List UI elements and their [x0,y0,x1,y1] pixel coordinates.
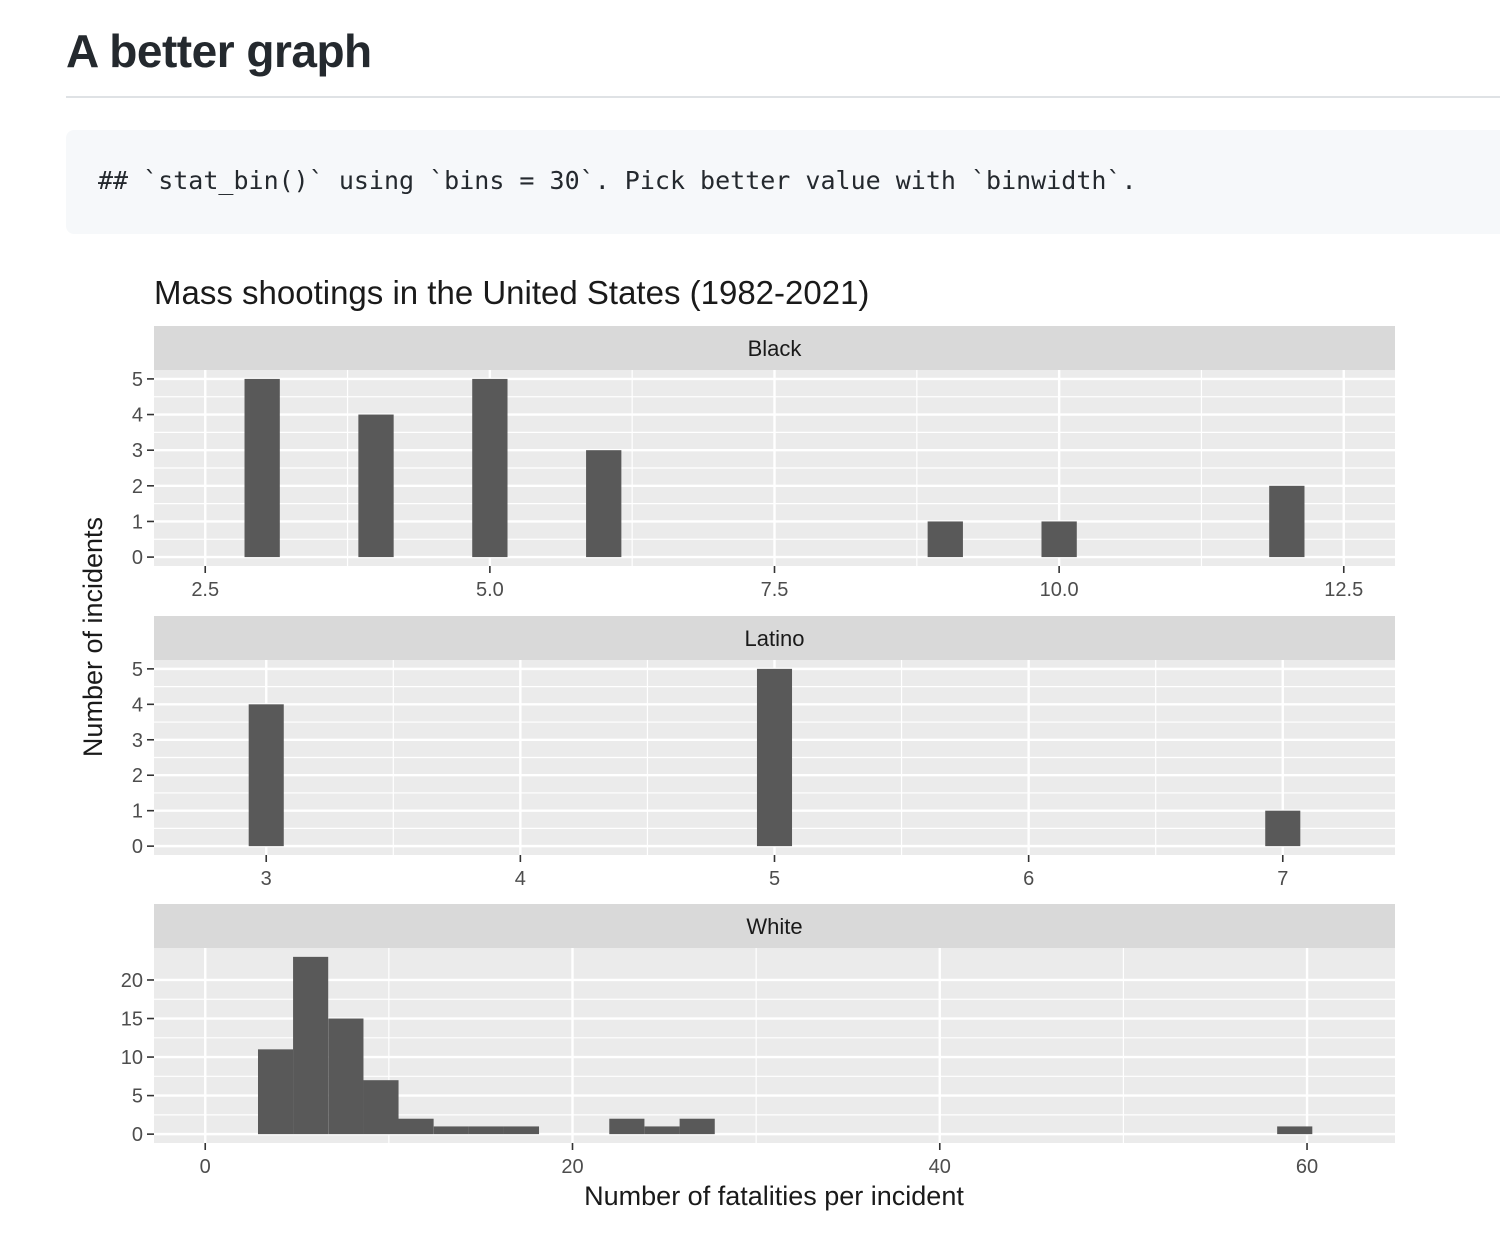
facet-strip-label: Black [748,336,803,361]
chart-title: Mass shootings in the United States (198… [154,274,869,311]
histogram-bar [248,704,284,847]
heading-divider [66,96,1500,98]
histogram-bar [398,1118,434,1135]
y-tick-label: 3 [132,440,143,462]
y-tick-label: 15 [121,1009,143,1031]
histogram-bar [363,1080,399,1135]
histogram-bar [433,1126,469,1135]
y-axis-title: Number of incidents [78,517,108,757]
y-tick-label: 3 [132,730,143,752]
x-tick-label: 2.5 [191,579,219,601]
x-tick-label: 20 [561,1156,583,1178]
y-tick-label: 5 [132,369,143,391]
facet-strip [154,326,1395,370]
histogram-bar [644,1126,680,1135]
histogram-bar [468,1126,504,1135]
y-tick-label: 2 [132,476,143,498]
x-tick-label: 10.0 [1040,579,1079,601]
x-tick-label: 40 [929,1156,951,1178]
histogram-bar [328,1018,364,1135]
x-axis-title: Number of fatalities per incident [584,1181,964,1211]
y-tick-label: 4 [132,405,143,427]
histogram-bar [1277,1126,1313,1135]
y-tick-label: 2 [132,765,143,787]
x-tick-label: 4 [515,868,526,890]
histogram-bar [293,956,329,1135]
x-tick-label: 6 [1023,868,1034,890]
code-output-text: ## `stat_bin()` using `bins = 30`. Pick … [98,166,1137,195]
x-tick-label: 60 [1296,1156,1318,1178]
faceted-histogram-chart: Mass shootings in the United States (198… [78,274,1395,1211]
facet-white: White 0 5 10 15 20 0 20 40 60 [121,904,1395,1178]
y-tick-label: 5 [132,1086,143,1108]
histogram-bar [609,1118,645,1135]
histogram-bar [244,378,280,558]
histogram-bar [679,1118,715,1135]
histogram-bar [1041,521,1077,558]
histogram-bar [1269,485,1305,558]
facet-strip-label: Latino [745,626,805,651]
histogram-bar [503,1126,540,1135]
histogram-bar [586,450,622,558]
y-tick-label: 4 [132,694,143,716]
x-tick-label: 5 [769,868,780,890]
y-tick-label: 1 [132,511,143,533]
facet-strip-label: White [746,914,802,939]
x-tick-label: 7.5 [761,579,789,601]
histogram-bar [257,1049,294,1135]
facet-panels: Black 0 1 2 3 4 5 2.5 5.0 7.5 10.0 12.5 Latino 0 1 2 3 4 5… [121,326,1395,1178]
facet-strip [154,904,1395,948]
x-tick-label: 5.0 [476,579,504,601]
y-tick-label: 10 [121,1047,143,1069]
y-tick-label: 1 [132,801,143,823]
y-tick-label: 5 [132,659,143,681]
y-tick-label: 0 [132,1124,143,1146]
facet-strip [154,616,1395,660]
facet-black: Black 0 1 2 3 4 5 2.5 5.0 7.5 10.0 12.5 [132,326,1395,601]
x-tick-label: 3 [261,868,272,890]
x-tick-label: 12.5 [1324,579,1363,601]
y-tick-label: 0 [132,836,143,858]
histogram-bar [472,378,508,558]
x-tick-label: 0 [200,1156,211,1178]
code-output-block: ## `stat_bin()` using `bins = 30`. Pick … [66,130,1500,234]
y-tick-label: 0 [132,547,143,569]
y-tick-label: 20 [121,970,143,992]
histogram-bar [358,414,394,558]
x-tick-label: 7 [1277,868,1288,890]
facet-latino: Latino 0 1 2 3 4 5 3 4 5 6 7 [132,616,1395,890]
histogram-bar [1265,810,1301,847]
section-heading: A better graph [66,25,372,77]
histogram-bar [927,521,963,558]
histogram-bar [756,668,793,847]
